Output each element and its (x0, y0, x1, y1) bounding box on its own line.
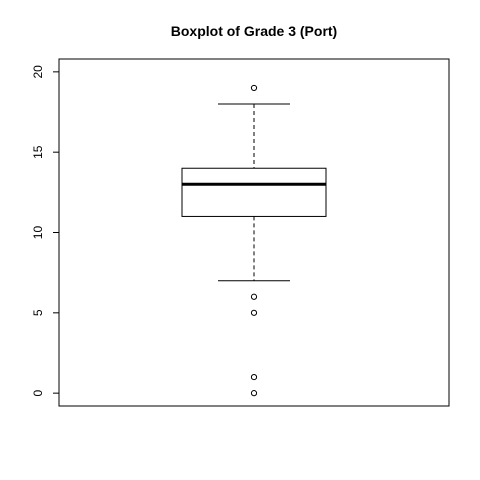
y-tick-label: 10 (31, 226, 45, 240)
y-axis: 0 5 10 15 20 (31, 65, 60, 396)
interquartile-box (181, 167, 327, 217)
outlier-point (250, 293, 258, 300)
y-tick-label: 15 (31, 145, 45, 159)
outlier-point (250, 390, 258, 397)
y-tick-label: 0 (31, 389, 45, 396)
outlier-point (250, 84, 258, 92)
outlier-point (250, 373, 258, 381)
y-tick-label: 20 (31, 65, 45, 79)
outlier-group (250, 84, 258, 397)
outlier-point (250, 309, 258, 316)
box-group (181, 103, 327, 282)
y-tick-label: 5 (31, 309, 45, 316)
chart-title: Boxplot of Grade 3 (Port) (171, 23, 337, 39)
